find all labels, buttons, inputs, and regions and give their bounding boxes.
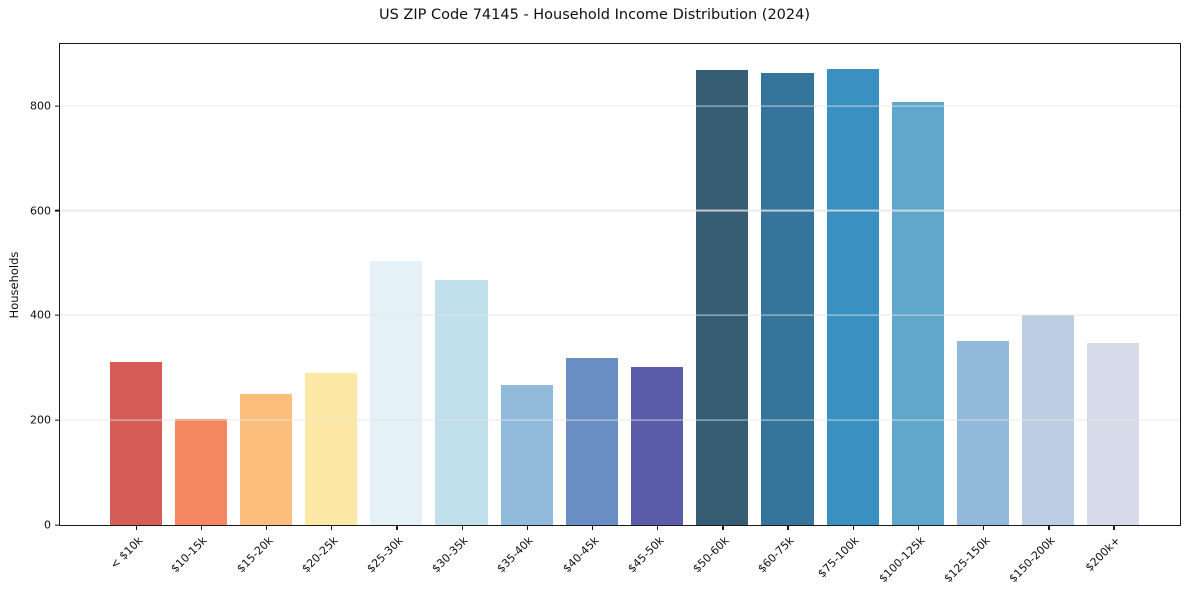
x-tick-label: $15-20k bbox=[233, 534, 276, 576]
bar bbox=[500, 385, 553, 525]
bar bbox=[1022, 315, 1075, 525]
y-tick-label: 200 bbox=[30, 413, 51, 427]
x-tick-label: $100-125k bbox=[875, 534, 928, 586]
x-tick-mark bbox=[331, 525, 333, 530]
x-tick-label: $40-45k bbox=[559, 534, 602, 576]
y-tick-mark bbox=[55, 419, 60, 421]
y-tick-label: 800 bbox=[30, 99, 51, 113]
bar bbox=[239, 394, 293, 525]
x-tick-label: $60-75k bbox=[755, 534, 797, 576]
x-tick-mark bbox=[722, 525, 724, 530]
chart-title: US ZIP Code 74145 - Household Income Dis… bbox=[378, 7, 811, 23]
x-tick-mark bbox=[461, 525, 463, 530]
x-tick-label: $200k+ bbox=[1082, 534, 1123, 575]
bar-slot: $20-25k bbox=[299, 44, 364, 575]
y-tick-label: 600 bbox=[30, 204, 51, 218]
x-tick-mark bbox=[526, 525, 529, 530]
bar-slot: $15-20k bbox=[233, 44, 298, 575]
bar-slot: $75-100k bbox=[816, 44, 885, 580]
x-tick-mark bbox=[591, 525, 594, 530]
bar bbox=[761, 73, 814, 525]
bar bbox=[956, 340, 1010, 525]
bar bbox=[891, 102, 944, 525]
x-tick-label: $35-40k bbox=[494, 534, 536, 576]
bar-slot: $125-150k bbox=[941, 44, 1015, 585]
bar-slot: < $10k bbox=[103, 44, 168, 572]
bar bbox=[696, 70, 749, 525]
bar-slot: $10-15k bbox=[168, 44, 233, 575]
bar-slot: $150-200k bbox=[1006, 44, 1081, 585]
bar bbox=[370, 261, 423, 525]
bar-slot: $50-60k bbox=[690, 44, 755, 575]
bar-slot: $40-45k bbox=[559, 44, 624, 575]
y-tick-mark bbox=[55, 105, 60, 107]
x-tick-label: < $10k bbox=[107, 534, 145, 572]
bar-slot: $60-75k bbox=[755, 44, 820, 575]
x-tick-label: $45-50k bbox=[625, 534, 667, 576]
y-tick-label: 400 bbox=[30, 308, 51, 322]
bar-slot: $30-35k bbox=[429, 44, 494, 575]
bar bbox=[109, 361, 162, 525]
bar-slot: $45-50k bbox=[625, 44, 690, 575]
bar-slot: $35-40k bbox=[494, 44, 559, 575]
x-tick-label: $125-150k bbox=[941, 534, 993, 586]
bar bbox=[826, 68, 879, 525]
x-tick-label: $10-15k bbox=[168, 534, 210, 576]
x-tick-label: $50-60k bbox=[690, 534, 732, 576]
x-tick-label: $20-25k bbox=[299, 534, 341, 576]
x-tick-mark bbox=[657, 525, 659, 530]
x-tick-mark bbox=[983, 525, 985, 530]
x-tick-mark bbox=[135, 525, 137, 530]
bar bbox=[174, 418, 227, 525]
bar bbox=[305, 372, 358, 525]
x-tick-mark bbox=[1048, 525, 1050, 530]
bar bbox=[1087, 343, 1140, 525]
bar-slot: $200k+ bbox=[1081, 44, 1146, 574]
bar bbox=[435, 279, 488, 525]
plot-area: < $10k $10-15k $15-20k $20-25k $25-30k $30-35… bbox=[30, 43, 1181, 585]
bar bbox=[631, 367, 684, 525]
x-tick-label: $25-30k bbox=[364, 534, 406, 576]
x-tick-mark bbox=[396, 525, 398, 530]
y-tick-mark bbox=[55, 314, 60, 317]
bar-slot: $25-30k bbox=[364, 44, 429, 575]
bar-slot: $100-125k bbox=[876, 44, 950, 585]
x-tick-mark bbox=[200, 525, 203, 530]
bars: < $10k $10-15k $15-20k $20-25k $25-30k $30-35… bbox=[60, 44, 1180, 585]
x-tick-label: $75-100k bbox=[815, 534, 862, 581]
x-tick-mark bbox=[265, 525, 268, 530]
x-tick-mark bbox=[787, 525, 789, 530]
y-tick-label: 0 bbox=[44, 518, 51, 532]
x-tick-mark bbox=[852, 525, 854, 530]
x-tick-mark bbox=[1113, 525, 1115, 530]
x-tick-label: $30-35k bbox=[429, 534, 471, 576]
y-tick-mark bbox=[55, 209, 60, 212]
bar bbox=[565, 357, 618, 525]
x-tick-mark bbox=[917, 525, 920, 530]
x-tick-label: $150-200k bbox=[1006, 534, 1058, 586]
y-tick-mark bbox=[55, 524, 60, 526]
y-axis-label: Households bbox=[7, 251, 21, 319]
